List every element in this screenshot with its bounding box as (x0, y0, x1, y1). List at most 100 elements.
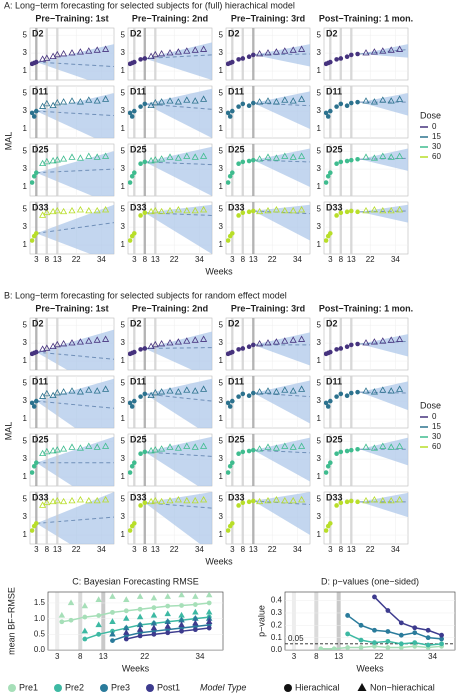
y-tick-label: 3 (219, 164, 224, 173)
cutoff-line (56, 86, 59, 138)
observed-point (338, 449, 344, 455)
forecast-point (191, 153, 199, 160)
cutoff-line (241, 144, 244, 196)
y-tick-label: 1 (121, 530, 126, 539)
forecast-band (144, 492, 212, 544)
forecast-point (183, 96, 191, 103)
forecast-point (370, 98, 378, 105)
legend-title: Dose (420, 400, 441, 410)
subject-label: D25 (130, 144, 147, 154)
observed-point (334, 347, 339, 352)
cutoff-line (329, 202, 332, 254)
point (151, 605, 157, 611)
y-tick-label: 5 (317, 204, 322, 213)
cutoff-line (133, 28, 136, 80)
forecast-point (93, 496, 101, 504)
forecast-point (281, 496, 289, 504)
forecast-point (76, 154, 84, 161)
point (385, 629, 391, 634)
forecast-point (102, 335, 110, 342)
forecast-point (39, 345, 47, 352)
observed-point (355, 389, 360, 395)
cutoff-line (45, 144, 48, 196)
observed-point (349, 447, 354, 453)
x-tick-label: 13 (334, 652, 343, 661)
cutoff-line (350, 86, 353, 138)
observed-point (236, 161, 241, 167)
nonhier-point (192, 619, 199, 626)
cutoff-line (45, 434, 48, 486)
cutoff-line (231, 434, 234, 486)
x-tick-label: 8 (143, 545, 148, 554)
nonhier-point (67, 599, 75, 606)
observed-point (344, 344, 350, 349)
cutoff-line (35, 28, 38, 80)
observed-point (355, 156, 360, 162)
observed-point (338, 346, 344, 351)
observed-point (31, 173, 37, 179)
x-tick-label: 13 (151, 545, 160, 554)
forecast-point (151, 206, 159, 214)
observed-point (240, 159, 246, 165)
forecast-point (298, 152, 306, 159)
forecast-point (151, 50, 159, 58)
forecast-point (76, 98, 84, 105)
cutoff-line (154, 376, 157, 428)
cutoff-line (241, 202, 244, 254)
forecast-point (379, 96, 387, 103)
forecast-point (379, 386, 387, 393)
observed-point (138, 451, 143, 457)
y-tick-label: 5 (317, 494, 322, 503)
y-tick-label: 1 (317, 472, 322, 481)
cutoff-line (231, 492, 234, 544)
column-title: Pre−Training: 2nd (132, 303, 208, 313)
forecast-point (166, 443, 174, 450)
forecast-point (362, 387, 370, 394)
cutoff-line (241, 434, 244, 486)
plot-content (324, 492, 408, 544)
observed-point (334, 213, 339, 218)
observed-point (226, 528, 231, 533)
forecast-point (183, 386, 191, 393)
plot-content (324, 376, 408, 428)
forecast-point (289, 387, 297, 394)
cutoff-line (143, 202, 146, 254)
forecast-point (102, 45, 110, 52)
plot-content (226, 144, 310, 196)
forecast-point (272, 496, 280, 503)
y-tick-label: 3 (23, 396, 28, 405)
forecast-point (102, 442, 110, 449)
y-tick-label: 3 (121, 454, 126, 463)
forecast-point (147, 447, 155, 454)
observed-point (30, 528, 35, 533)
forecast-point (68, 339, 76, 346)
x-tick-label: 22 (374, 652, 383, 661)
observed-point (324, 238, 329, 243)
observed-point (230, 59, 235, 65)
x-tick-label: 8 (339, 545, 344, 554)
observed-point (230, 170, 235, 175)
plot-content (30, 144, 114, 196)
forecast-point (370, 338, 378, 345)
observed-point (236, 503, 241, 508)
forecast-point (362, 496, 370, 504)
subject-label: D25 (228, 144, 245, 154)
y-tick-label: 1 (219, 66, 224, 75)
cutoff-line (252, 144, 255, 196)
observed-point (338, 159, 344, 165)
observed-point (251, 52, 256, 58)
forecast-point (289, 336, 297, 343)
forecast-point (183, 152, 191, 159)
forecast-band (253, 44, 310, 67)
column-title: Pre−Training: 3rd (231, 13, 305, 23)
legend-label: Non−hierachical (370, 682, 435, 692)
forecast-point (93, 153, 101, 160)
x-tick-label: 3 (328, 545, 333, 554)
subject-label: D33 (228, 492, 245, 502)
x-tick-label: 34 (293, 255, 302, 264)
legend-swatch (146, 684, 154, 692)
forecast-point (102, 152, 110, 159)
forecast-point (166, 49, 174, 56)
forecast-point (289, 443, 297, 450)
y-tick-label: 3 (219, 512, 224, 521)
